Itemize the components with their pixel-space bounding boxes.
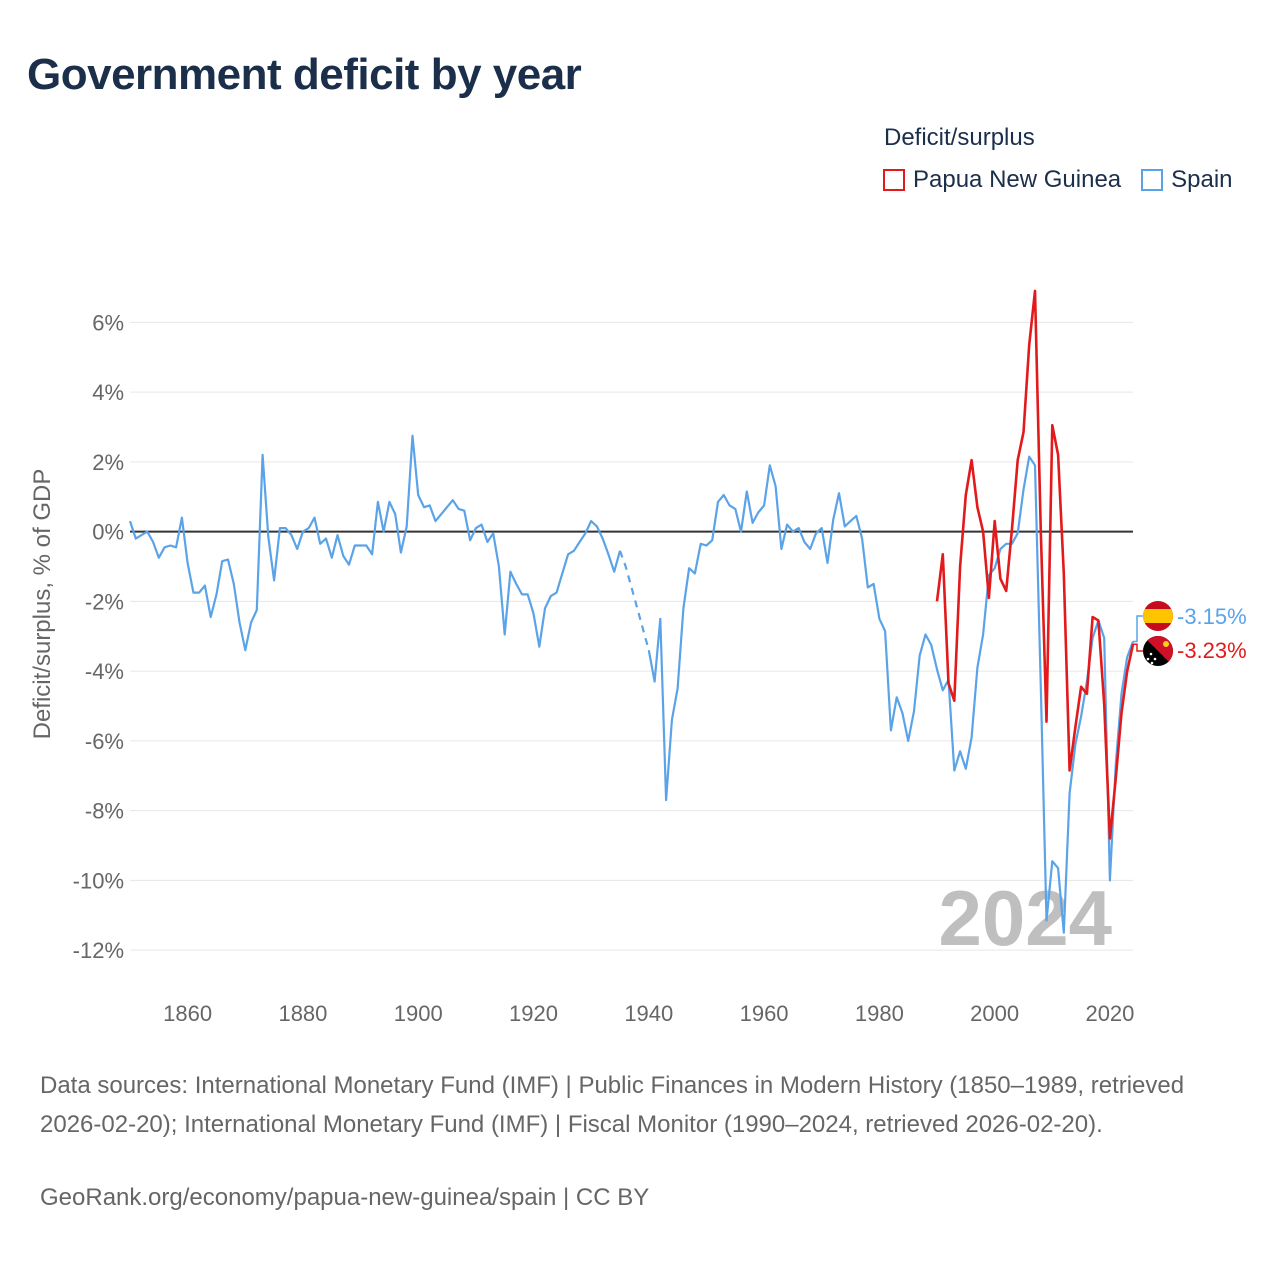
connector-png: [1133, 643, 1143, 652]
end-label-png: -3.23%: [1177, 638, 1247, 663]
x-tick-label: 1920: [509, 1001, 558, 1026]
end-marker-spain: -3.15%: [1133, 601, 1247, 643]
y-tick-label: -6%: [85, 729, 124, 754]
y-axis-ticks: 6% 4% 2% 0% -2% -4% -6% -8% -10% -12%: [73, 310, 124, 963]
papua-new-guinea-flag-icon: [1143, 636, 1173, 666]
data-sources: Data sources: International Monetary Fun…: [40, 1072, 1185, 1138]
y-tick-label: 6%: [92, 310, 124, 335]
series-line-spain: [128, 434, 622, 652]
x-tick-label: 2020: [1085, 1001, 1134, 1026]
legend-item-papua-new-guinea[interactable]: Papua New Guinea: [883, 166, 1121, 194]
y-tick-label: -10%: [73, 868, 124, 893]
legend-swatch-papua-new-guinea: [883, 169, 905, 191]
chart-title: Government deficit by year: [27, 50, 582, 99]
y-tick-label: -12%: [73, 938, 124, 963]
y-axis-label: Deficit/surplus, % of GDP: [29, 469, 56, 740]
y-tick-label: -8%: [85, 799, 124, 824]
y-tick-label: -4%: [85, 659, 124, 684]
legend-item-spain[interactable]: Spain: [1141, 166, 1233, 194]
connector-spain: [1133, 615, 1143, 643]
x-tick-label: 1880: [278, 1001, 327, 1026]
end-label-spain: -3.15%: [1177, 604, 1247, 629]
legend-swatch-spain: [1141, 169, 1164, 191]
y-tick-label: 4%: [92, 380, 124, 405]
legend-title: Deficit/surplus: [884, 124, 1035, 151]
x-tick-label: 1940: [624, 1001, 673, 1026]
legend-label-spain: Spain: [1171, 166, 1233, 193]
gridlines: [130, 321, 1133, 951]
series-line-papua-new-guinea: [935, 289, 1135, 840]
y-tick-label: 2%: [92, 450, 124, 475]
line-chart: 6% 4% 2% 0% -2% -4% -6% -8% -10% -12% 1860 1880 190…: [29, 289, 1247, 1026]
x-tick-label: 2000: [970, 1001, 1019, 1026]
end-marker-png: -3.23%: [1133, 636, 1247, 666]
year-watermark: 2024: [938, 874, 1112, 962]
legend-label-papua-new-guinea: Papua New Guinea: [913, 166, 1122, 193]
series-line-spain: [647, 455, 1135, 934]
legend: Papua New Guinea Spain: [883, 166, 1253, 194]
y-tick-label: 0%: [92, 520, 124, 545]
x-tick-label: 1980: [855, 1001, 904, 1026]
y-tick-label: -2%: [85, 589, 124, 614]
credit-link[interactable]: GeoRank.org/economy/papua-new-guinea/spa…: [40, 1184, 650, 1211]
x-tick-label: 1860: [163, 1001, 212, 1026]
spain-flag-icon: [1143, 601, 1173, 631]
x-axis-ticks: 1860 1880 1900 1920 1940 1960 1980 2000 2020: [163, 1001, 1134, 1026]
x-tick-label: 1960: [740, 1001, 789, 1026]
series-lines: [128, 289, 1135, 934]
x-tick-label: 1900: [394, 1001, 443, 1026]
series-line-spain-dashed: [618, 550, 650, 651]
